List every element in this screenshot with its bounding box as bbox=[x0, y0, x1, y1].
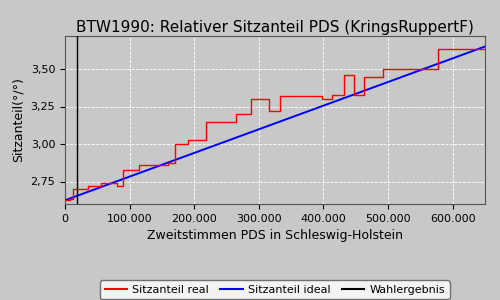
Sitzanteil real bbox=[319, 97, 325, 101]
Sitzanteil real bbox=[233, 120, 239, 123]
Sitzanteil real bbox=[266, 109, 272, 113]
Sitzanteil real bbox=[329, 93, 335, 96]
Sitzanteil real bbox=[98, 184, 103, 188]
Y-axis label: Sitzanteil(°/°): Sitzanteil(°/°) bbox=[12, 78, 25, 162]
Sitzanteil real bbox=[67, 197, 73, 200]
Sitzanteil real bbox=[166, 163, 172, 167]
Sitzanteil real bbox=[114, 181, 119, 185]
Sitzanteil real bbox=[341, 93, 347, 96]
Title: BTW1990: Relativer Sitzanteil PDS (KringsRuppertF): BTW1990: Relativer Sitzanteil PDS (Kring… bbox=[76, 20, 474, 35]
Sitzanteil real bbox=[172, 142, 178, 146]
Sitzanteil real bbox=[436, 47, 442, 50]
Sitzanteil real bbox=[276, 109, 282, 113]
Sitzanteil real bbox=[352, 93, 358, 96]
Sitzanteil real bbox=[329, 97, 335, 101]
Sitzanteil real bbox=[120, 168, 126, 171]
Sitzanteil real bbox=[380, 75, 386, 78]
Sitzanteil real bbox=[70, 197, 76, 200]
Sitzanteil real bbox=[276, 94, 282, 98]
Sitzanteil real bbox=[341, 73, 347, 77]
Sitzanteil real bbox=[172, 161, 178, 164]
Line: Sitzanteil real: Sitzanteil real bbox=[65, 49, 485, 200]
Sitzanteil real bbox=[248, 97, 254, 101]
Sitzanteil real bbox=[136, 168, 142, 171]
Sitzanteil real bbox=[84, 187, 90, 191]
Sitzanteil real bbox=[361, 93, 367, 96]
Sitzanteil real bbox=[203, 138, 209, 141]
Sitzanteil real bbox=[185, 138, 191, 141]
Sitzanteil real bbox=[361, 75, 367, 78]
Sitzanteil real bbox=[166, 161, 172, 164]
Sitzanteil real bbox=[98, 181, 103, 185]
Sitzanteil real bbox=[482, 47, 488, 50]
Sitzanteil real bbox=[266, 97, 272, 101]
Sitzanteil real bbox=[203, 120, 209, 123]
Sitzanteil real bbox=[84, 184, 90, 188]
Sitzanteil real bbox=[114, 184, 119, 188]
X-axis label: Zweitstimmen PDS in Schleswig-Holstein: Zweitstimmen PDS in Schleswig-Holstein bbox=[147, 229, 403, 242]
Legend: Sitzanteil real, Sitzanteil ideal, Wahlergebnis: Sitzanteil real, Sitzanteil ideal, Wahle… bbox=[100, 280, 450, 299]
Sitzanteil real bbox=[67, 198, 73, 202]
Sitzanteil real bbox=[233, 112, 239, 116]
Sitzanteil real bbox=[436, 67, 442, 71]
Sitzanteil real bbox=[120, 184, 126, 188]
Sitzanteil real bbox=[136, 163, 142, 167]
Sitzanteil real bbox=[185, 142, 191, 146]
Sitzanteil real bbox=[319, 94, 325, 98]
Sitzanteil real bbox=[352, 73, 358, 77]
Sitzanteil real bbox=[62, 198, 68, 202]
Sitzanteil real bbox=[248, 112, 254, 116]
Sitzanteil real bbox=[380, 67, 386, 71]
Sitzanteil real bbox=[70, 187, 76, 191]
